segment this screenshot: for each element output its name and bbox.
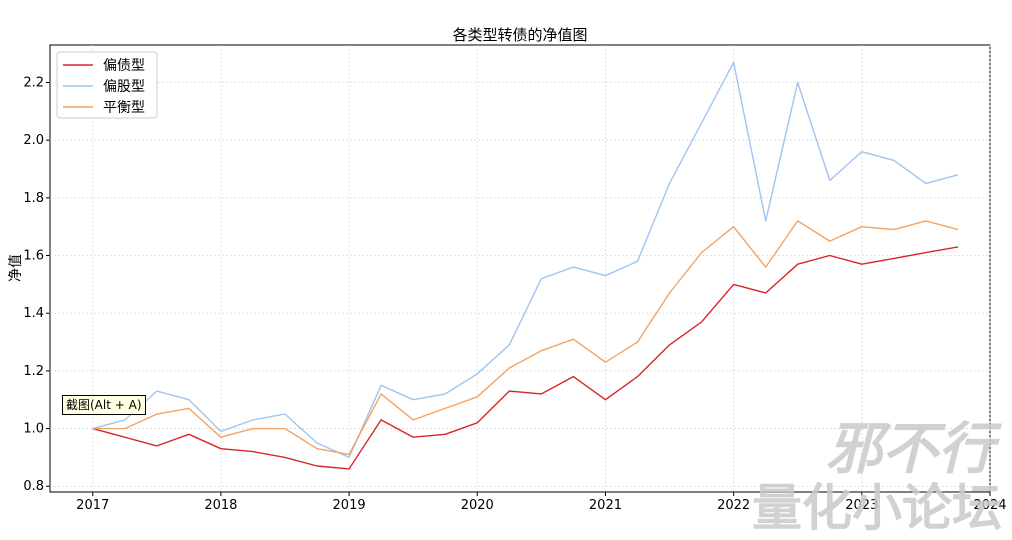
- x-tick-label: 2018: [204, 498, 237, 513]
- y-axis-ticks: 0.8 1.0 1.2 1.4 1.6 1.8 2.0 2.2: [23, 75, 50, 494]
- legend-label-2: 平衡型: [103, 100, 145, 116]
- x-tick-label: 2021: [589, 498, 622, 513]
- series-line-1: [92, 61, 959, 459]
- x-tick-label: 2019: [333, 498, 366, 513]
- watermark-line1: 邪不行: [826, 417, 994, 482]
- x-axis-ticks: 2017 2018 2019 2020 2021 2022 2023 2024: [76, 492, 1007, 513]
- legend-label-1: 偏股型: [103, 79, 145, 95]
- series-line-2: [92, 220, 959, 456]
- y-tick-label: 2.2: [23, 75, 44, 90]
- x-tick-label: 2017: [76, 498, 109, 513]
- y-tick-label: 1.0: [23, 422, 44, 437]
- watermark-line2: 量化小论坛: [752, 479, 1002, 537]
- grid: [50, 45, 991, 492]
- y-tick-label: 1.2: [23, 364, 44, 379]
- y-tick-label: 1.4: [23, 306, 44, 321]
- y-tick-label: 2.0: [23, 133, 44, 148]
- y-tick-label: 0.8: [23, 479, 44, 494]
- chart-title: 各类型转债的净值图: [452, 26, 587, 44]
- x-tick-label: 2023: [845, 498, 878, 513]
- series-lines: [92, 61, 959, 470]
- y-tick-label: 1.6: [23, 249, 44, 264]
- y-tick-label: 1.8: [23, 191, 44, 206]
- legend-box: [56, 51, 158, 119]
- series-line-0: [92, 246, 959, 470]
- legend-label-0: 偏债型: [103, 58, 145, 74]
- y-axis-label: 净值: [8, 254, 24, 282]
- screenshot-tooltip: 截图(Alt + A): [62, 395, 146, 415]
- x-tick-label: 2020: [461, 498, 494, 513]
- x-tick-label: 2024: [973, 498, 1006, 513]
- x-tick-label: 2022: [717, 498, 750, 513]
